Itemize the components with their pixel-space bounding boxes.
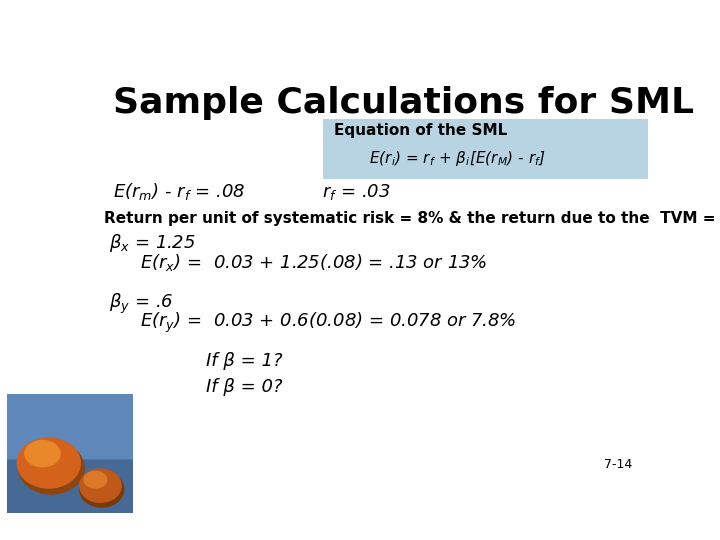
Text: 7-14: 7-14 xyxy=(604,458,632,471)
Ellipse shape xyxy=(19,442,84,494)
Text: Sample Calculations for SML: Sample Calculations for SML xyxy=(113,86,694,120)
Ellipse shape xyxy=(24,441,60,467)
FancyBboxPatch shape xyxy=(323,119,648,179)
Text: Return per unit of systematic risk = 8% & the return due to the  TVM = 3%: Return per unit of systematic risk = 8% … xyxy=(104,211,720,226)
Ellipse shape xyxy=(80,469,121,502)
Text: β$_y$ = .6: β$_y$ = .6 xyxy=(109,292,174,315)
Text: E(r$_m$) - r$_f$ = .08: E(r$_m$) - r$_f$ = .08 xyxy=(113,181,246,202)
Text: E(r$_x$) =  0.03 + 1.25(.08) = .13 or 13%: E(r$_x$) = 0.03 + 1.25(.08) = .13 or 13% xyxy=(140,252,488,273)
Ellipse shape xyxy=(80,471,124,507)
Text: Equation of the SML: Equation of the SML xyxy=(334,123,508,138)
Text: If β = 1?: If β = 1? xyxy=(206,352,283,370)
Text: If β = 0?: If β = 0? xyxy=(206,377,283,396)
Text: E(r$_y$) =  0.03 + 0.6(0.08) = 0.078 or 7.8%: E(r$_y$) = 0.03 + 0.6(0.08) = 0.078 or 7… xyxy=(140,310,516,335)
Text: E(r$_i$) = r$_f$ + β$_i$[E(r$_M$) - r$_f$]: E(r$_i$) = r$_f$ + β$_i$[E(r$_M$) - r$_f… xyxy=(369,149,546,168)
Text: β$_x$ = 1.25: β$_x$ = 1.25 xyxy=(109,232,196,254)
Ellipse shape xyxy=(17,438,81,488)
Ellipse shape xyxy=(84,471,107,488)
Text: r$_f$ = .03: r$_f$ = .03 xyxy=(323,182,391,202)
